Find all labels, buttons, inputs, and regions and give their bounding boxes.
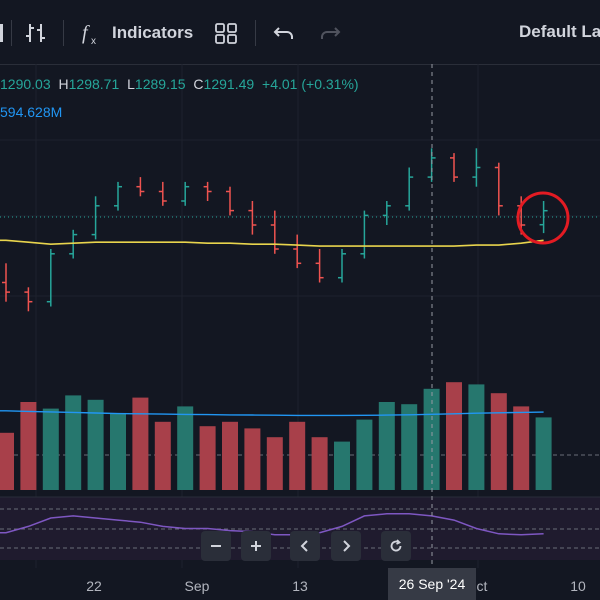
ohlc-bar [472,148,481,187]
high-value: 1298.71 [68,76,120,92]
templates-button[interactable] [214,18,238,48]
close-key: C [193,76,204,92]
volume-bar [110,413,126,490]
volume-bar [87,399,104,490]
ohlc-bar [181,181,190,206]
highlight-circle-annotation [516,191,570,245]
scroll-right-button[interactable] [331,531,361,561]
ohlc-bar [382,201,391,225]
ohlc-bar [360,210,369,259]
chevron-left-icon [300,540,308,552]
ohlc-bar [46,249,55,307]
layout-name-button[interactable]: Default La [519,22,600,41]
bars-chart-icon [26,24,45,42]
ohlc-bar [226,186,234,216]
volume-ma-line [0,410,544,417]
volume-bar [334,441,350,490]
chart-toolbar [0,0,600,65]
ohlc-bar [270,210,279,254]
redo-button[interactable] [318,18,342,48]
volume-bar [490,393,507,490]
chart-type-button[interactable] [24,18,48,48]
svg-text:f: f [82,22,90,44]
close-value: 1291.49 [203,76,255,92]
redo-icon [321,27,341,39]
volume-bar [199,426,216,490]
volume-bar [266,437,283,490]
volume-bar [244,428,261,490]
indicators-button[interactable]: f x Indicators [80,18,193,48]
ohlc-legend: 1290.03 H1298.71 L1289.15 C1291.49 +4.01… [0,76,359,92]
minus-icon [211,545,221,547]
toolbar-divider [255,20,256,46]
ohlc-bar [158,181,167,206]
volume-bar [535,417,552,490]
ohlc-bar [315,249,324,283]
ohlc-bar [2,263,10,302]
time-axis-label: Sep [184,578,210,594]
volume-bar [154,421,171,490]
high-key: H [58,76,69,92]
reset-icon [390,539,402,552]
ohlc-bar [405,167,414,211]
indicators-label: Indicators [112,23,194,42]
volume-bar [42,408,59,490]
chevron-right-icon [343,540,351,552]
volume-bar [132,397,149,490]
zoom-in-button[interactable] [241,531,271,561]
undo-icon [273,27,293,39]
grid-templates-icon [215,23,237,44]
volume-bar [513,406,530,490]
plus-icon [251,541,261,551]
moving-average-line [0,239,544,247]
change-value: +4.01 (+0.31%) [262,76,359,92]
ohlc-bar [338,249,346,283]
ohlc-bar [248,201,257,235]
ohlc-bar [293,234,302,269]
crosshair-time-label: 26 Sep '24 [388,568,476,600]
volume-bar [289,421,306,490]
undo-button[interactable] [272,18,296,48]
low-key: L [127,76,135,92]
ohlc-bar [69,229,78,259]
function-fx-icon: f x [82,22,96,47]
ohlc-bar [114,181,122,211]
ohlc-bar [24,287,33,312]
volume-bar [177,406,194,490]
volume-legend-value: 594.628M [0,104,63,120]
volume-bar [468,384,485,490]
time-axis-label: 22 [86,578,102,594]
low-value: 1289.15 [134,76,186,92]
time-axis-label: ct [476,578,488,594]
timeframe-button[interactable] [0,18,8,48]
svg-text:x: x [91,36,96,47]
volume-bar [65,395,82,490]
scroll-left-button[interactable] [290,531,320,561]
ohlc-bar [136,177,145,197]
toolbar-divider [11,20,12,46]
grid-lines [0,64,600,568]
ohlc-bar [91,196,100,240]
volume-bar [222,421,238,490]
reset-chart-button[interactable] [381,531,411,561]
toolbar-divider [63,20,64,46]
volume-bar [378,402,395,490]
volume-bar [446,382,462,490]
volume-bar [401,404,418,490]
time-axis-label: 13 [292,578,308,594]
time-axis-label: 10 [570,578,586,594]
ohlc-bar [450,153,458,182]
truncated-timeframe-icon [0,24,3,42]
open-value: 1290.03 [0,76,51,92]
volume-bar [356,419,373,490]
ohlc-bar [539,201,548,234]
volume-bar [0,432,14,490]
volume-bar [311,437,328,490]
volume-bar [20,402,37,490]
zoom-out-button[interactable] [201,531,231,561]
ohlc-bar [203,181,212,201]
ohlc-bar [494,162,503,216]
